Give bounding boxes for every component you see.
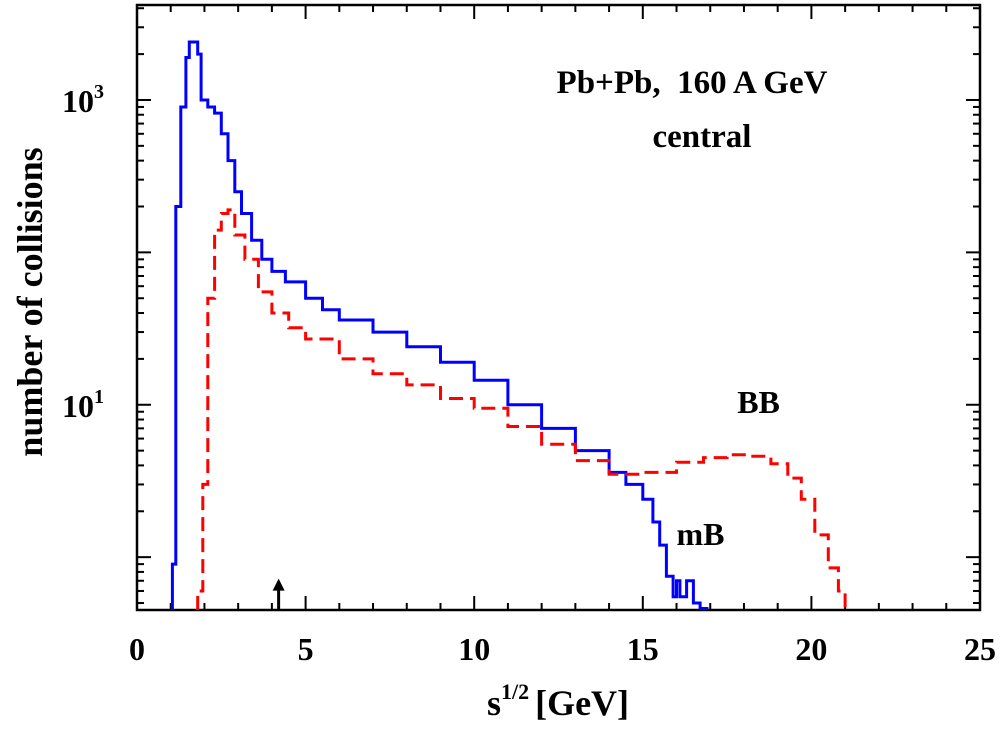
x-axis-label-main: s (487, 683, 501, 723)
axis-ticks (136, 5, 981, 610)
y-axis-label: number of collisions (10, 147, 50, 456)
chart-title: Pb+Pb, 160 A GeV (557, 65, 828, 101)
x-tick-label: 0 (129, 631, 145, 667)
series-label-mB: mB (677, 516, 725, 552)
chart-subtitle: central (653, 119, 752, 155)
series-line-mB (170, 40, 709, 610)
x-axis-label-sup: 1/2 (501, 679, 529, 704)
y-tick-label-exp: 3 (94, 81, 104, 103)
series-line-BB (196, 208, 847, 610)
y-tick-label-exp: 1 (94, 386, 104, 408)
x-tick-label: 5 (298, 631, 314, 667)
series-label-BB: BB (737, 384, 780, 420)
x-axis-label-unit: [GeV] (535, 683, 629, 723)
x-axis-label: s1/2 [GeV] (487, 679, 629, 723)
y-tick-label-base: 10 (62, 388, 94, 424)
x-tick-label: 10 (458, 631, 490, 667)
y-tick-label: 103 (62, 81, 104, 119)
x-tick-label: 25 (964, 631, 996, 667)
y-tick-label-base: 10 (62, 83, 94, 119)
arrow-head-icon (272, 578, 285, 591)
series-layer: mB BB (170, 40, 847, 610)
plot-frame (135, 3, 982, 612)
x-tick-label: 15 (627, 631, 659, 667)
y-tick-label: 101 (62, 386, 104, 424)
x-tick-label: 20 (795, 631, 827, 667)
